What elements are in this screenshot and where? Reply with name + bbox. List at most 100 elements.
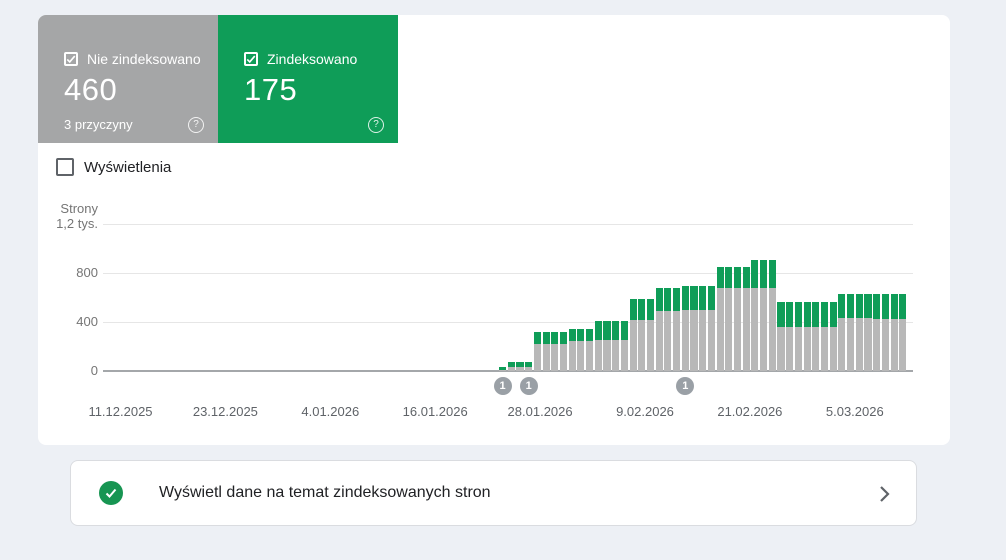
bar-not-indexed[interactable] bbox=[603, 339, 611, 371]
bar-indexed[interactable] bbox=[751, 260, 759, 288]
bar-indexed[interactable] bbox=[829, 301, 837, 327]
not-indexed-card[interactable]: Nie zindeksowano 460 3 przyczyny ? bbox=[38, 15, 218, 143]
annotation-marker[interactable]: 1 bbox=[676, 377, 695, 395]
bar-not-indexed[interactable] bbox=[629, 319, 637, 371]
bar-not-indexed[interactable] bbox=[586, 340, 594, 371]
bar-indexed[interactable] bbox=[507, 362, 515, 367]
bar-indexed[interactable] bbox=[516, 362, 524, 367]
bar-not-indexed[interactable] bbox=[707, 310, 715, 371]
bar-not-indexed[interactable] bbox=[673, 310, 681, 371]
bar-not-indexed[interactable] bbox=[681, 310, 689, 371]
bar-indexed[interactable] bbox=[777, 301, 785, 327]
bar-indexed[interactable] bbox=[612, 321, 620, 340]
bar-not-indexed[interactable] bbox=[873, 318, 881, 371]
bar-indexed[interactable] bbox=[499, 366, 507, 371]
view-indexed-data-link[interactable]: Wyświetl dane na temat zindeksowanych st… bbox=[70, 460, 917, 526]
bar-indexed[interactable] bbox=[768, 260, 776, 288]
indexed-checkbox[interactable] bbox=[244, 52, 258, 66]
bar-not-indexed[interactable] bbox=[812, 326, 820, 371]
bar-indexed[interactable] bbox=[646, 299, 655, 320]
bar-indexed[interactable] bbox=[586, 328, 594, 341]
annotation-marker[interactable]: 1 bbox=[493, 377, 512, 395]
annotation-marker[interactable]: 1 bbox=[519, 377, 538, 395]
bar-indexed[interactable] bbox=[847, 293, 855, 318]
bar-not-indexed[interactable] bbox=[890, 318, 898, 371]
bar-not-indexed[interactable] bbox=[768, 287, 776, 371]
bar-indexed[interactable] bbox=[786, 301, 794, 327]
bar-not-indexed[interactable] bbox=[838, 317, 846, 371]
bar-not-indexed[interactable] bbox=[864, 317, 872, 371]
bar-not-indexed[interactable] bbox=[620, 339, 628, 371]
bar-indexed[interactable] bbox=[533, 331, 541, 345]
chevron-right-icon[interactable] bbox=[879, 485, 890, 508]
bar-indexed[interactable] bbox=[803, 301, 811, 327]
bar-indexed[interactable] bbox=[890, 293, 898, 319]
bar-indexed[interactable] bbox=[820, 301, 829, 327]
bar-not-indexed[interactable] bbox=[725, 287, 733, 371]
bar-not-indexed[interactable] bbox=[507, 366, 515, 371]
bar-not-indexed[interactable] bbox=[516, 366, 524, 371]
bar-indexed[interactable] bbox=[638, 299, 646, 320]
bar-not-indexed[interactable] bbox=[733, 287, 742, 371]
bar-indexed[interactable] bbox=[864, 293, 872, 318]
bar-indexed[interactable] bbox=[673, 287, 681, 311]
bar-indexed[interactable] bbox=[681, 286, 689, 311]
impressions-checkbox[interactable] bbox=[56, 158, 74, 176]
bar-not-indexed[interactable] bbox=[690, 310, 698, 371]
bar-indexed[interactable] bbox=[699, 286, 707, 311]
bar-indexed[interactable] bbox=[760, 260, 768, 288]
bar-not-indexed[interactable] bbox=[855, 317, 863, 371]
bar-not-indexed[interactable] bbox=[525, 366, 533, 371]
bar-indexed[interactable] bbox=[899, 293, 907, 319]
bar-indexed[interactable] bbox=[690, 286, 698, 311]
bar-indexed[interactable] bbox=[559, 331, 568, 345]
bar-not-indexed[interactable] bbox=[699, 310, 707, 371]
bar-indexed[interactable] bbox=[716, 267, 724, 288]
bar-indexed[interactable] bbox=[594, 321, 602, 340]
bar-indexed[interactable] bbox=[551, 331, 559, 345]
bar-not-indexed[interactable] bbox=[577, 340, 585, 371]
bar-not-indexed[interactable] bbox=[542, 344, 550, 371]
bar-indexed[interactable] bbox=[725, 267, 733, 288]
bar-not-indexed[interactable] bbox=[899, 318, 907, 371]
bar-indexed[interactable] bbox=[525, 362, 533, 367]
bar-indexed[interactable] bbox=[603, 321, 611, 340]
impressions-toggle[interactable]: Wyświetlenia bbox=[56, 158, 171, 176]
bar-not-indexed[interactable] bbox=[794, 326, 802, 371]
bar-indexed[interactable] bbox=[664, 287, 672, 311]
bar-not-indexed[interactable] bbox=[803, 326, 811, 371]
bar-not-indexed[interactable] bbox=[760, 287, 768, 371]
bar-not-indexed[interactable] bbox=[664, 310, 672, 371]
bar-indexed[interactable] bbox=[855, 293, 863, 318]
bar-not-indexed[interactable] bbox=[551, 344, 559, 371]
bar-not-indexed[interactable] bbox=[742, 287, 750, 371]
bar-indexed[interactable] bbox=[629, 299, 637, 320]
bar-not-indexed[interactable] bbox=[533, 344, 541, 371]
bar-indexed[interactable] bbox=[568, 328, 576, 341]
bar-not-indexed[interactable] bbox=[594, 339, 602, 371]
bar-indexed[interactable] bbox=[655, 287, 663, 311]
bar-indexed[interactable] bbox=[542, 331, 550, 345]
bar-not-indexed[interactable] bbox=[499, 370, 507, 371]
bar-not-indexed[interactable] bbox=[568, 340, 576, 371]
bar-indexed[interactable] bbox=[873, 293, 881, 319]
help-icon[interactable]: ? bbox=[368, 117, 384, 133]
bar-indexed[interactable] bbox=[620, 321, 628, 340]
bar-not-indexed[interactable] bbox=[881, 318, 889, 371]
bar-not-indexed[interactable] bbox=[786, 326, 794, 371]
bar-indexed[interactable] bbox=[838, 293, 846, 318]
bar-not-indexed[interactable] bbox=[820, 326, 829, 371]
bar-not-indexed[interactable] bbox=[559, 344, 568, 371]
bar-not-indexed[interactable] bbox=[829, 326, 837, 371]
bar-indexed[interactable] bbox=[742, 267, 750, 288]
help-icon[interactable]: ? bbox=[188, 117, 204, 133]
bar-not-indexed[interactable] bbox=[751, 287, 759, 371]
bar-indexed[interactable] bbox=[707, 286, 715, 311]
bar-indexed[interactable] bbox=[812, 301, 820, 327]
bar-not-indexed[interactable] bbox=[655, 310, 663, 371]
bar-indexed[interactable] bbox=[577, 328, 585, 341]
bar-indexed[interactable] bbox=[794, 301, 802, 327]
bar-not-indexed[interactable] bbox=[777, 326, 785, 371]
bar-not-indexed[interactable] bbox=[646, 319, 655, 371]
bar-indexed[interactable] bbox=[881, 293, 889, 319]
